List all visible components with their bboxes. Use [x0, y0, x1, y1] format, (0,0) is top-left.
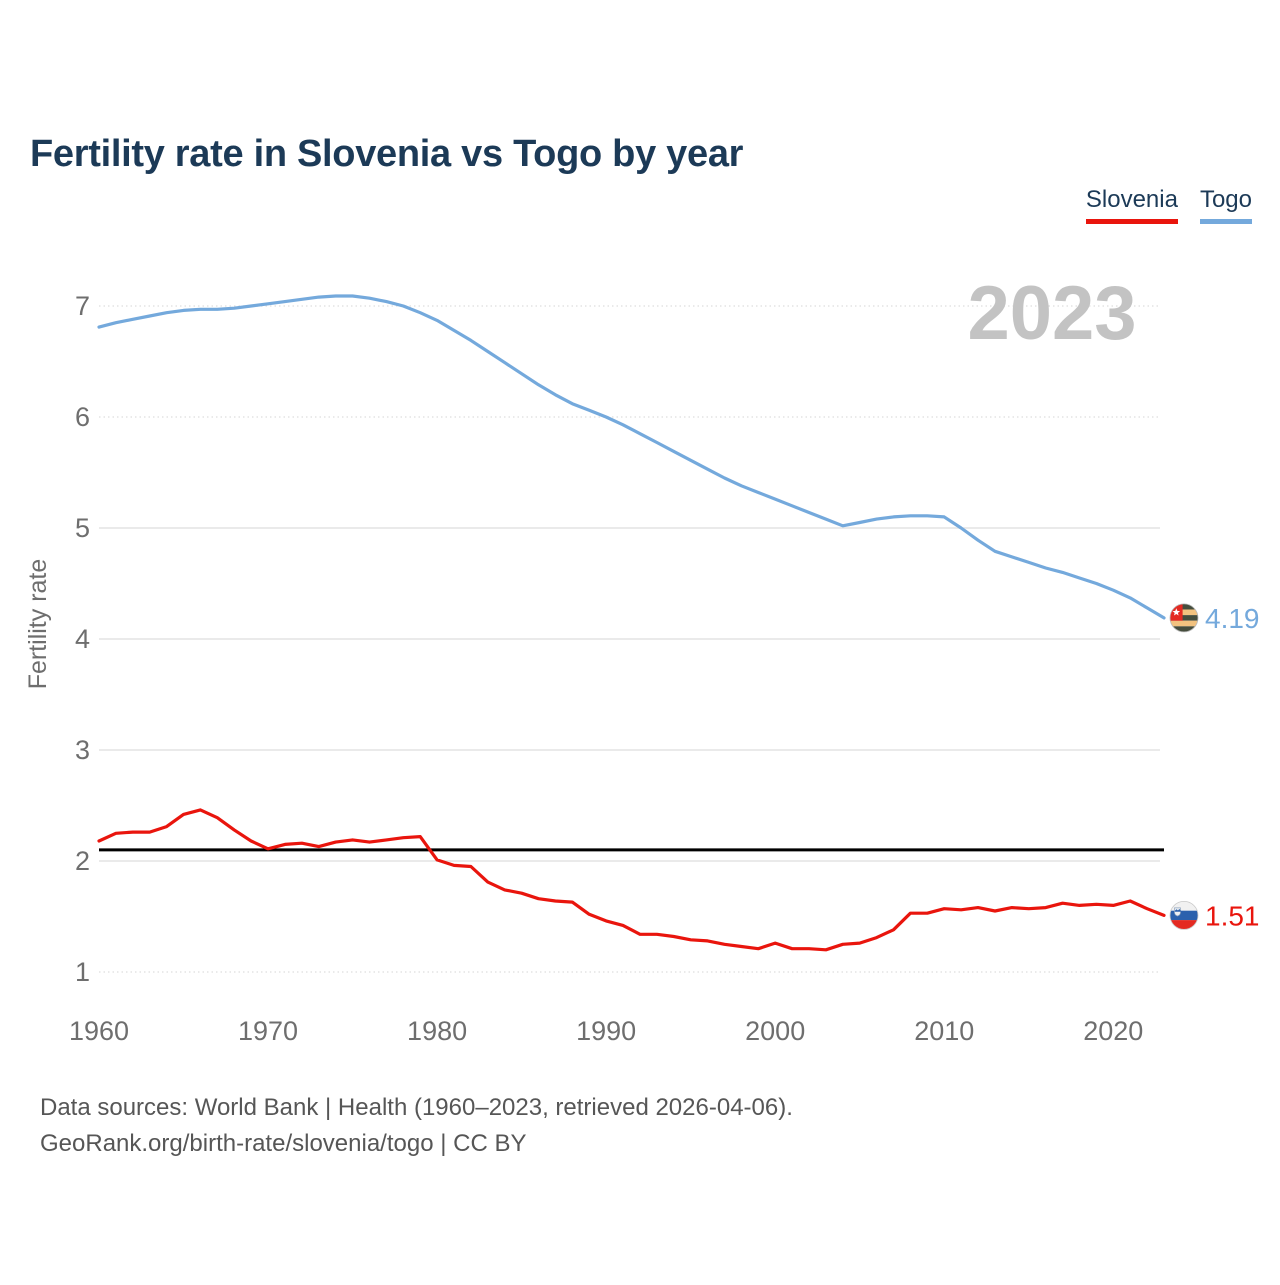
- y-tick-label-6: 6: [75, 402, 90, 432]
- togo-line: [97, 294, 1166, 620]
- y-tick-label-7: 7: [75, 291, 90, 321]
- legend: Slovenia Togo: [1085, 186, 1252, 224]
- x-tick-label-2010: 2010: [914, 1016, 974, 1046]
- y-tick-label-2: 2: [75, 846, 90, 876]
- slovenia-flag-icon: [1169, 900, 1199, 930]
- legend-item-slovenia[interactable]: Slovenia: [1085, 186, 1178, 224]
- y-axis-label: Fertility rate: [24, 559, 52, 690]
- y-tick-label-4: 4: [75, 624, 90, 654]
- watermark-year: 2023: [967, 271, 1136, 356]
- legend-item-togo[interactable]: Togo: [1199, 186, 1252, 224]
- x-tick-label-2000: 2000: [745, 1016, 805, 1046]
- togo-end-value: 4.19: [1205, 603, 1260, 634]
- y-tick-label-5: 5: [75, 513, 90, 543]
- x-axis-ticks: 1960 1970 1980 1990 2000 2010 2020: [69, 1016, 1143, 1046]
- y-tick-label-3: 3: [75, 735, 90, 765]
- slovenia-line: [97, 808, 1166, 952]
- x-tick-label-1990: 1990: [576, 1016, 636, 1046]
- x-tick-label-2020: 2020: [1083, 1016, 1143, 1046]
- gridlines: 1 2 3 4 5 6 7: [75, 291, 1160, 987]
- footer-attribution: GeoRank.org/birth-rate/slovenia/togo | C…: [40, 1130, 527, 1157]
- togo-flag-icon: [1169, 603, 1199, 633]
- x-tick-label-1980: 1980: [407, 1016, 467, 1046]
- footer: Data sources: World Bank | Health (1960–…: [40, 1090, 793, 1162]
- y-tick-label-1: 1: [75, 957, 90, 987]
- footer-data-sources: Data sources: World Bank | Health (1960–…: [40, 1094, 793, 1121]
- x-tick-label-1960: 1960: [69, 1016, 129, 1046]
- page-title: Fertility rate in Slovenia vs Togo by ye…: [30, 133, 744, 176]
- x-tick-label-1970: 1970: [238, 1016, 298, 1046]
- slovenia-end-value: 1.51: [1205, 900, 1260, 931]
